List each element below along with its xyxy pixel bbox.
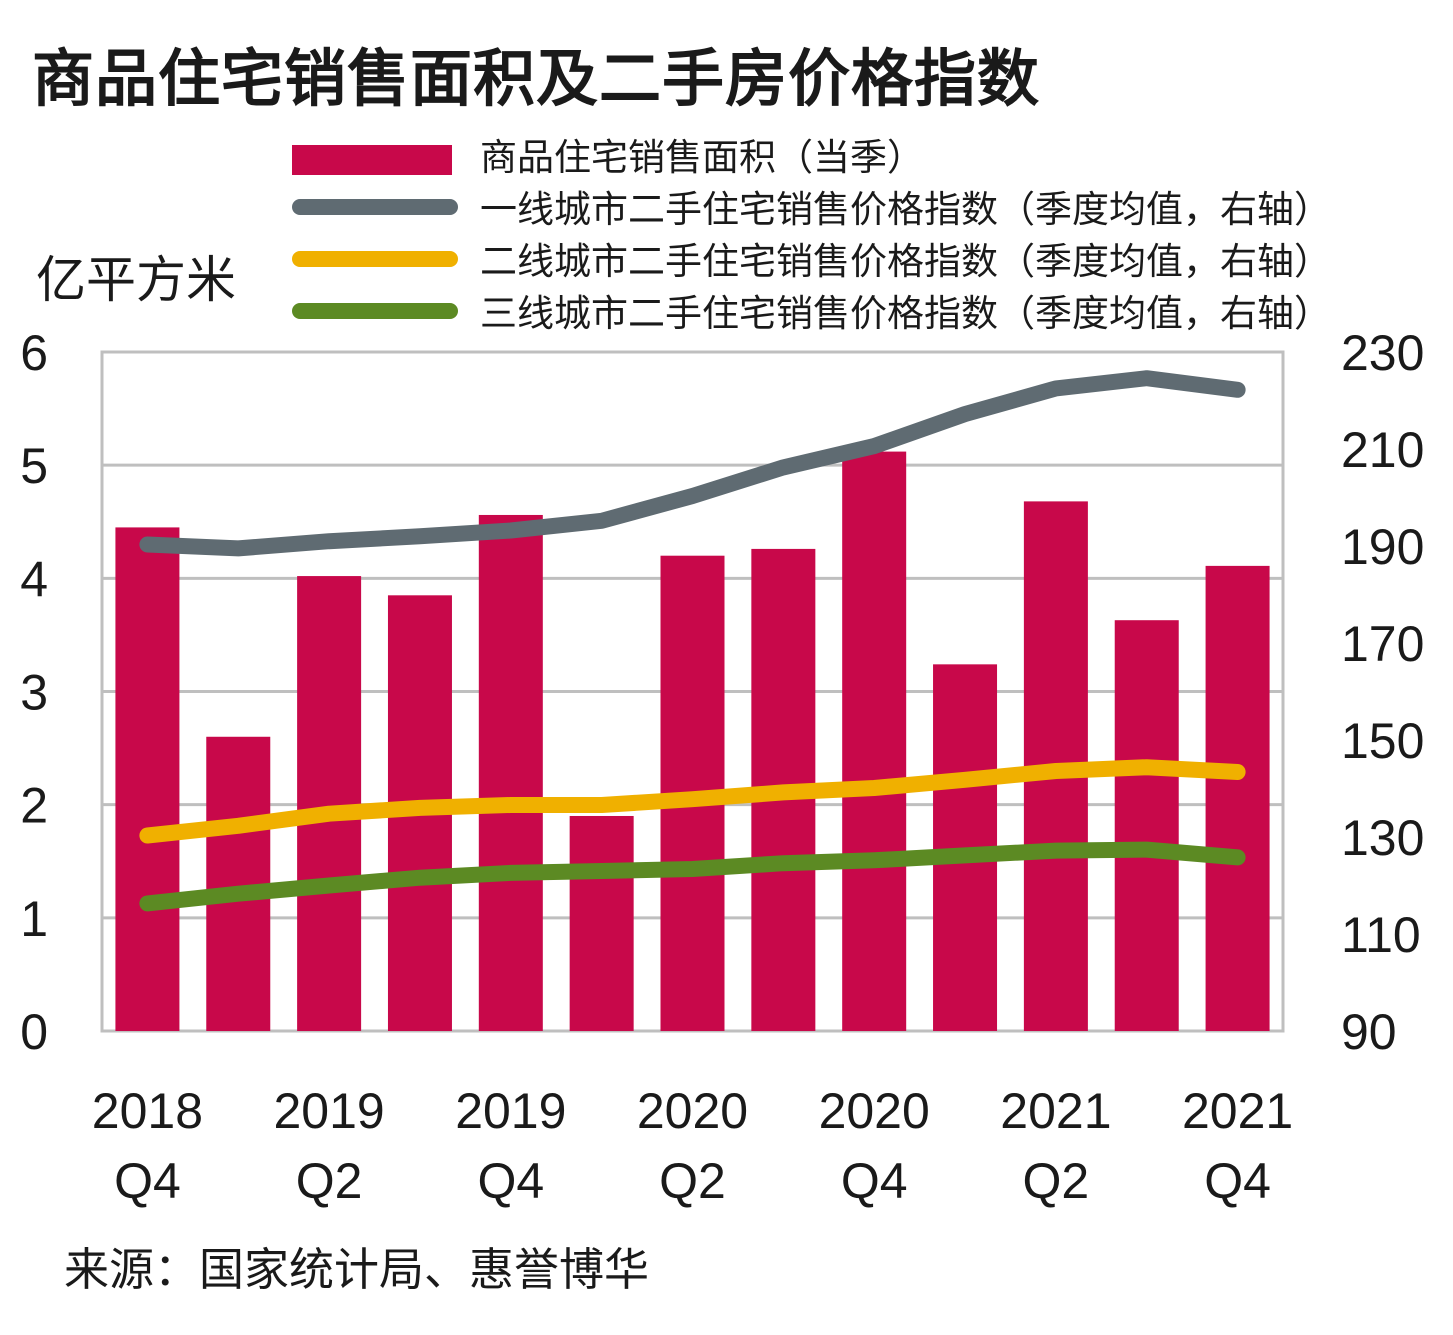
legend-swatch-tier2 xyxy=(292,251,458,267)
x-tick-label-year: 2020 xyxy=(637,1083,748,1139)
x-tick-label-quarter: Q2 xyxy=(659,1153,726,1209)
bar xyxy=(842,451,907,1031)
series-line-1 xyxy=(139,370,1246,557)
legend-swatch-tier1 xyxy=(292,199,458,215)
x-tick-label-year: 2019 xyxy=(455,1083,566,1139)
y-left-tick-label: 3 xyxy=(20,665,48,721)
bar xyxy=(1205,565,1270,1031)
series-line-2 xyxy=(139,759,1246,844)
x-tick-label-quarter: Q4 xyxy=(477,1153,544,1209)
y-right-tick-label: 90 xyxy=(1341,1004,1397,1060)
y-right-tick-label: 210 xyxy=(1341,422,1424,478)
y-left-tick-label: 6 xyxy=(20,325,48,381)
x-tick-label-year: 2021 xyxy=(1000,1083,1111,1139)
y-right-tick-label: 170 xyxy=(1341,616,1424,672)
bar xyxy=(1114,620,1179,1031)
y-left-tick-label: 1 xyxy=(20,891,48,947)
bar xyxy=(478,514,543,1031)
source-note: 来源：国家统计局、惠誉博华 xyxy=(64,1243,650,1296)
y-left-tick-label: 5 xyxy=(20,438,48,494)
bar xyxy=(115,527,180,1031)
legend-label-tier3: 三线城市二手住宅销售价格指数（季度均值，右轴） xyxy=(480,292,1331,335)
legend-swatch-bar xyxy=(292,145,452,175)
y-right-tick-label: 150 xyxy=(1341,713,1424,769)
x-tick-label-year: 2018 xyxy=(92,1083,203,1139)
x-tick-label-quarter: Q2 xyxy=(296,1153,363,1209)
bar xyxy=(569,815,634,1031)
x-tick-label-quarter: Q2 xyxy=(1023,1153,1090,1209)
x-tick-label-quarter: Q4 xyxy=(841,1153,908,1209)
y-right-tick-label: 110 xyxy=(1341,907,1421,963)
y-right-tick-label: 130 xyxy=(1341,810,1424,866)
y-right-tick-label: 190 xyxy=(1341,519,1424,575)
y-left-tick-label: 2 xyxy=(20,778,48,834)
x-tick-label-quarter: Q4 xyxy=(114,1153,181,1209)
x-tick-label-year: 2020 xyxy=(819,1083,930,1139)
bar xyxy=(297,576,362,1031)
x-tick-label-year: 2021 xyxy=(1182,1083,1293,1139)
y-left-tick-label: 4 xyxy=(20,551,48,607)
chart-title: 商品住宅销售面积及二手房价格指数 xyxy=(32,42,1041,115)
x-tick-label-year: 2019 xyxy=(273,1083,384,1139)
legend-label-tier1: 一线城市二手住宅销售价格指数（季度均值，右轴） xyxy=(480,188,1331,231)
y-left-tick-label: 0 xyxy=(20,1004,48,1060)
y-right-tick-label: 230 xyxy=(1341,325,1424,381)
legend-swatch-tier3 xyxy=(292,303,458,319)
x-tick-label-quarter: Q4 xyxy=(1204,1153,1271,1209)
y-axis-left-label: 亿平方米 xyxy=(36,251,236,309)
legend-label-bar: 商品住宅销售面积（当季） xyxy=(480,136,924,179)
series-line-3 xyxy=(139,841,1246,912)
legend-label-tier2: 二线城市二手住宅销售价格指数（季度均值，右轴） xyxy=(480,240,1331,283)
